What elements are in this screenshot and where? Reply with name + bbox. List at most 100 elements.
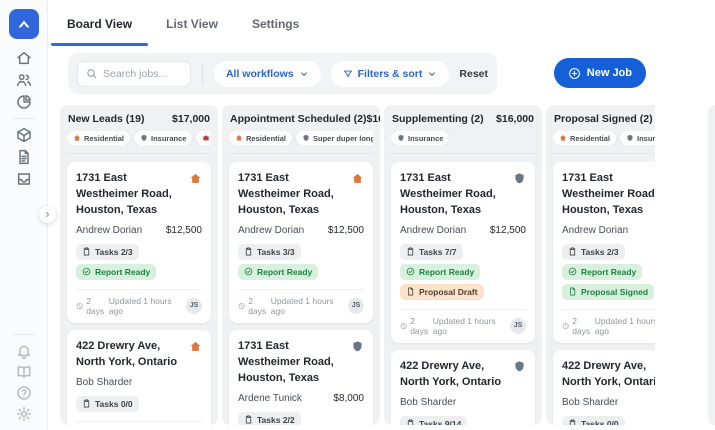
all-workflows-dropdown[interactable]: All workflows: [213, 60, 321, 87]
workflow-tag[interactable]: Insurance: [391, 131, 450, 145]
job-contact-name: Andrew Dorian: [238, 224, 305, 236]
tasks-0-0-pill: Tasks 0/0: [562, 415, 625, 425]
search-icon: [87, 69, 97, 79]
report-icon: [82, 268, 91, 276]
job-value: $8,000: [333, 392, 364, 404]
search-input[interactable]: [103, 67, 183, 80]
column-cards: 1731 East Westheimer Road, Houston, Texa…: [229, 162, 373, 425]
time-in-stage-label: 2 days: [248, 295, 267, 316]
house-icon: [560, 135, 566, 141]
new-job-button[interactable]: New Job: [553, 58, 646, 88]
workflow-tag[interactable]: Residential: [553, 131, 617, 145]
job-card[interactable]: 1731 East Westheimer Road, Houston, Texa…: [229, 162, 373, 323]
sidebar-item-file-text[interactable]: [16, 149, 32, 165]
job-address: 422 Drewry Ave, North York, Ontario: [76, 339, 178, 368]
sidebar-top-icons: [16, 47, 32, 113]
job-status-pills: Tasks 2/3 Report Ready Proposal Signed: [562, 243, 655, 300]
shield-icon: [515, 361, 524, 372]
column-amount: $16,000: [366, 113, 381, 125]
job-card[interactable]: 1731 East Westheimer Road, Houston, Texa…: [67, 162, 211, 323]
column-cards: 1731 East Westheimer Road, Houston, Texa…: [391, 162, 535, 425]
help-circle-icon: [16, 385, 31, 400]
column-tags: ResidentialInsuranceRepairs: [553, 131, 655, 145]
workflow-tag[interactable]: Super duper long workflow name ...: [296, 131, 373, 145]
report-ready-pill: Report Ready: [238, 263, 319, 280]
sidebar-bottom-icons: [0, 329, 47, 424]
sidebar-item-inbox[interactable]: [16, 171, 32, 187]
job-address: 1731 East Westheimer Road, Houston, Texa…: [400, 172, 496, 216]
tab-settings[interactable]: Settings: [251, 17, 300, 31]
job-card[interactable]: 1731 East Westheimer Road, Houston, Texa…: [229, 329, 373, 425]
job-address: 1731 East Westheimer Road, Houston, Texa…: [238, 172, 334, 216]
clipboard-icon: [569, 247, 576, 256]
doc-icon: [570, 287, 576, 296]
job-card[interactable]: 422 Drewry Ave, North York, Ontario Bob S…: [391, 349, 535, 425]
pill-label: Tasks 0/0: [581, 418, 619, 425]
sidebar-item-home[interactable]: [16, 50, 32, 66]
workflow-tag[interactable]: Insurance: [620, 131, 655, 145]
column-header-divider: [66, 153, 212, 154]
time-in-stage: 2 days: [400, 316, 433, 336]
column-title: Proposal Signed (2): [554, 113, 653, 125]
report-icon: [568, 268, 577, 276]
clipboard-icon: [245, 415, 252, 424]
workflow-tag-label: Super duper long workflow name ...: [313, 133, 373, 143]
column-title: Supplementing (2): [392, 113, 484, 125]
chevron-down-icon: [300, 71, 307, 76]
shield-icon: [141, 134, 147, 141]
job-contact-name: Bob Sharder: [76, 376, 133, 388]
workflow-tag[interactable]: Insurance: [134, 131, 193, 145]
tab-board-view[interactable]: Board View: [50, 0, 149, 48]
job-value: $12,500: [489, 224, 526, 236]
filters-sort-dropdown[interactable]: Filters & sort: [330, 60, 450, 87]
file-text-icon: [18, 149, 29, 165]
job-meta: Andrew Dorian: [562, 225, 655, 236]
job-card[interactable]: 422 Drewry Ave, North York, Ontario Bob S…: [553, 349, 655, 425]
pill-label: Tasks 9/14: [419, 418, 462, 425]
job-status-pills: Tasks 7/7 Report Ready Proposal Draft: [400, 243, 526, 300]
sidebar-expand-button[interactable]: [39, 206, 56, 223]
pill-label: Tasks 2/3: [581, 246, 619, 257]
sidebar-item-users[interactable]: [16, 72, 32, 88]
sidebar-item-book-open[interactable]: [16, 364, 32, 380]
report-icon: [244, 268, 253, 276]
column-header-divider: [390, 153, 536, 154]
workflow-tag-label: Insurance: [151, 133, 187, 143]
clipboard-icon: [407, 419, 414, 425]
time-in-stage-label: 2 days: [86, 295, 105, 316]
sidebar-item-cube[interactable]: [16, 127, 32, 143]
report-ready-pill: Report Ready: [562, 263, 643, 280]
roofr-logo[interactable]: [8, 9, 39, 39]
workflow-tag[interactable]: Repairs: [196, 131, 211, 145]
avatar: JS: [510, 317, 526, 334]
reset-button[interactable]: Reset: [459, 67, 488, 80]
filter-funnel-icon: [343, 70, 352, 77]
job-card[interactable]: 1731 East Westheimer Road, Houston, Texa…: [391, 162, 535, 343]
workflow-tag[interactable]: Residential: [67, 131, 131, 145]
column-header: Proposal Signed (2): [553, 112, 655, 125]
sidebar-item-pie-chart[interactable]: [16, 94, 32, 110]
column-title: Appointment Scheduled (2): [230, 113, 367, 125]
sidebar-item-gear[interactable]: [16, 406, 32, 422]
job-card[interactable]: 422 Drewry Ave, North York, Ontario Bob S…: [67, 329, 211, 425]
column-header-divider: [228, 153, 374, 154]
book-open-icon: [17, 365, 30, 378]
board-column: New Leads (19) $17,000 Residential Insuranc…: [60, 105, 218, 425]
search-box[interactable]: [77, 60, 192, 87]
sidebar-item-bell[interactable]: [16, 343, 32, 359]
board-column: Appointment Scheduled (2)$16,000 Resident…: [222, 105, 380, 425]
workflow-tag[interactable]: Residential: [229, 131, 293, 145]
clock-icon: [76, 302, 83, 309]
job-card[interactable]: 1731 East Westheimer Road, Houston, Texa…: [553, 162, 655, 343]
top-nav: Board View List View Settings: [48, 0, 715, 48]
workflow-tag-label: Residential: [84, 133, 125, 143]
tab-list-view[interactable]: List View: [166, 17, 218, 31]
sidebar-item-help-circle[interactable]: [16, 385, 32, 401]
job-address: 1731 East Westheimer Road, Houston, Texa…: [238, 339, 334, 384]
home-icon: [16, 51, 31, 65]
plus-circle-icon: [568, 67, 580, 79]
pill-label: Tasks 3/3: [257, 246, 295, 257]
